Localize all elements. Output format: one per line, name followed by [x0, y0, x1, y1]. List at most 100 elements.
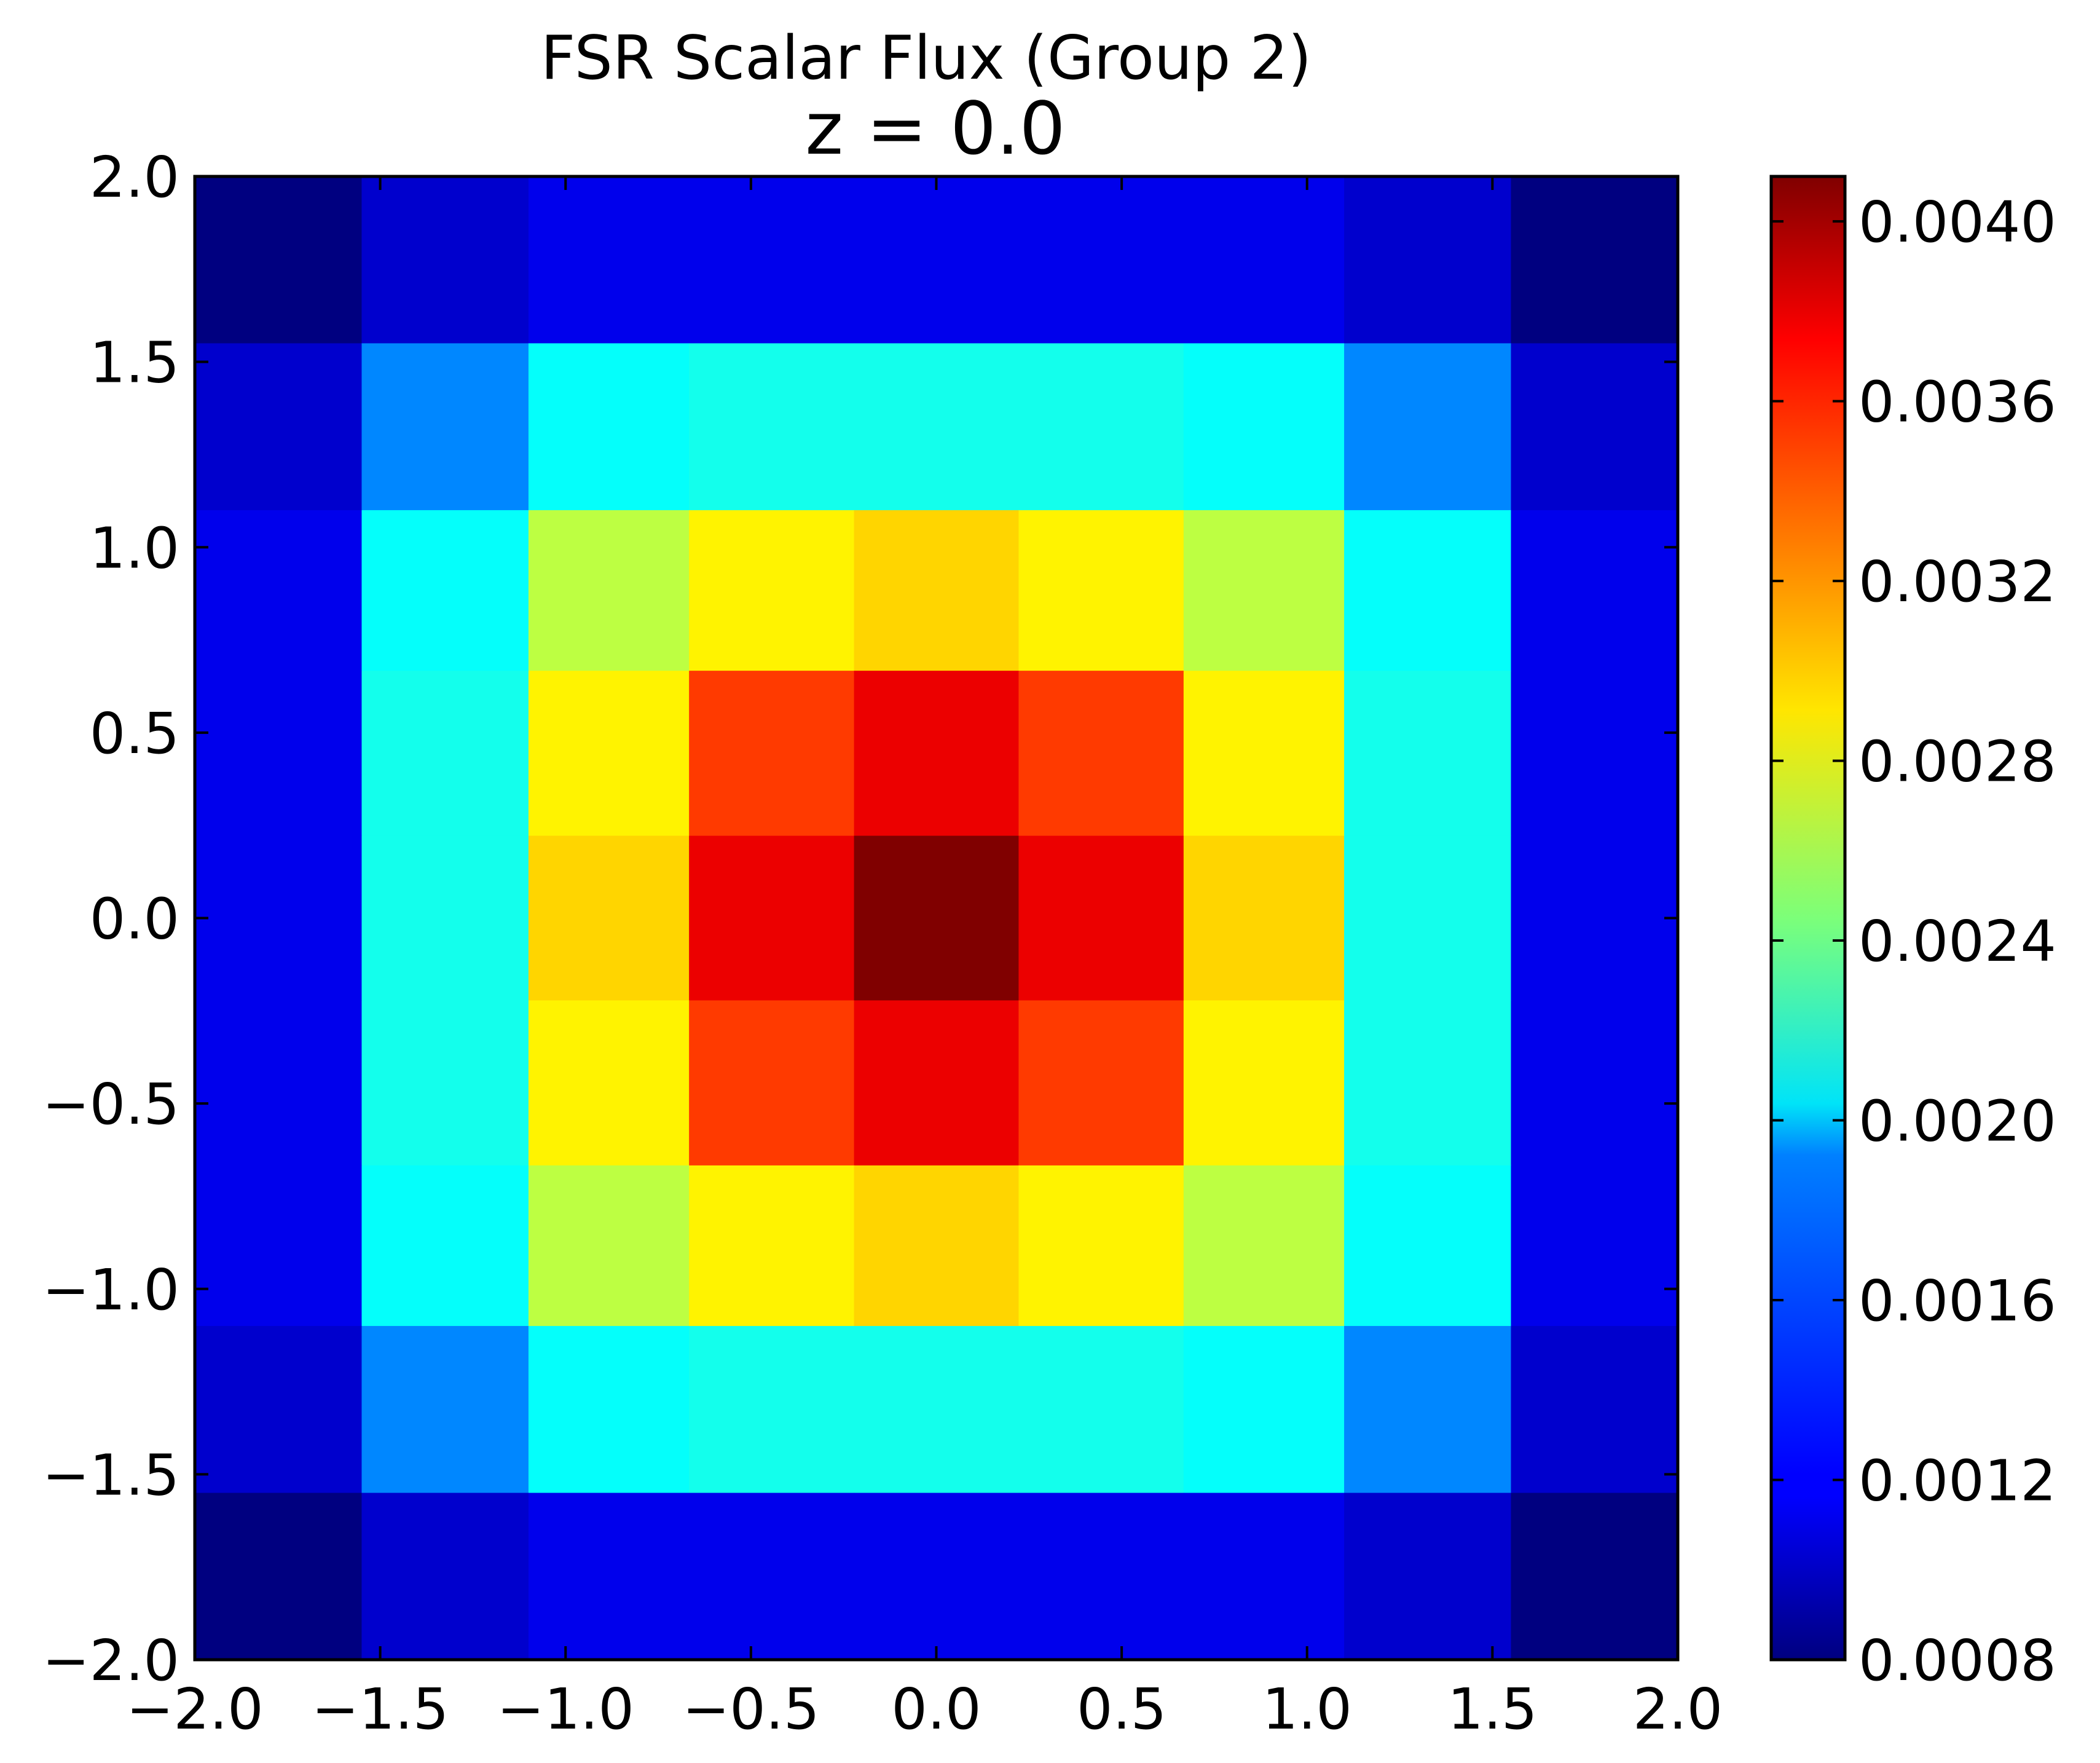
heatmap-cell [528, 671, 690, 837]
heatmap-cell [854, 1493, 1020, 1660]
heatmap-cell [1018, 1326, 1184, 1494]
heatmap-cell [854, 1165, 1020, 1327]
heatmap-cell [1183, 671, 1345, 837]
colorbar-tick-label: 0.0016 [1858, 1268, 2056, 1334]
heatmap-cell [1511, 510, 1678, 671]
heatmap-cell [1183, 835, 1345, 1001]
heatmap-cell [1183, 176, 1345, 344]
heatmap-cell [528, 1493, 690, 1660]
heatmap-cell [1183, 1165, 1345, 1327]
heatmap-cell [854, 1326, 1020, 1494]
heatmap-cell [854, 176, 1020, 344]
heatmap-cell [195, 176, 363, 344]
heatmap-cell [361, 343, 529, 511]
heatmap-cell [1183, 1493, 1345, 1660]
heatmap-cell [1018, 510, 1184, 671]
x-tick-label: −2.0 [126, 1676, 263, 1742]
heatmap-cell [689, 835, 855, 1001]
colorbar [1769, 175, 1847, 1662]
heatmap-cell [854, 343, 1020, 511]
x-tick-label: −0.5 [682, 1676, 819, 1742]
heatmap-cell [689, 1493, 855, 1660]
heatmap-cell [528, 176, 690, 344]
heatmap-cell [528, 1326, 690, 1494]
heatmap-cell [689, 510, 855, 671]
heatmap-cell [1183, 343, 1345, 511]
heatmap-cell [1344, 835, 1512, 1001]
heatmap-cell [195, 343, 363, 511]
heatmap-cell [1018, 1000, 1184, 1166]
chart-subtitle: z = 0.0 [805, 86, 1066, 171]
x-tick-label: −1.0 [497, 1676, 634, 1742]
heatmap-cell [1511, 343, 1678, 511]
heatmap-cell [689, 176, 855, 344]
heatmap-cell [689, 1326, 855, 1494]
heatmap-cell [1183, 1000, 1345, 1166]
heatmap-cell [689, 1000, 855, 1166]
x-tick-label: 1.0 [1262, 1676, 1352, 1742]
heatmap-cell [1511, 1165, 1678, 1327]
heatmap-cell [1344, 510, 1512, 671]
x-tick-label: 2.0 [1633, 1676, 1723, 1742]
heatmap-cell [1344, 1326, 1512, 1494]
heatmap-cell [195, 510, 363, 671]
heatmap-cell [1018, 1165, 1184, 1327]
heatmap-cell [1511, 176, 1678, 344]
colorbar-tick-label: 0.0028 [1858, 729, 2056, 795]
heatmap-cell [1183, 1326, 1345, 1494]
heatmap-cell [361, 176, 529, 344]
heatmap-cell [1183, 510, 1345, 671]
colorbar-tick-label: 0.0020 [1858, 1089, 2056, 1154]
colorbar-ticks: 0.0008 0.0012 0.0016 0.0020 0.0024 0.0028 0.00… [1771, 189, 2056, 1694]
heatmap-cell [1344, 1493, 1512, 1660]
heatmap-cell [1018, 343, 1184, 511]
heatmap-cell [528, 1000, 690, 1166]
y-tick-label: −1.0 [42, 1257, 179, 1323]
heatmap-cell [1511, 1326, 1678, 1494]
y-tick-label: 1.0 [90, 515, 179, 581]
x-tick-label: −1.5 [312, 1676, 449, 1742]
heatmap-cell [361, 671, 529, 837]
heatmap-cell [689, 1165, 855, 1327]
x-tick-label: 0.0 [891, 1676, 981, 1742]
y-tick-label: 1.5 [90, 330, 179, 396]
heatmap-cell [1511, 1493, 1678, 1660]
heatmap-cell [689, 343, 855, 511]
heatmap-cell [689, 671, 855, 837]
heatmap-cell [195, 1165, 363, 1327]
heatmap-cell [1344, 343, 1512, 511]
heatmap-cell [1018, 176, 1184, 344]
y-tick-label: 0.0 [90, 886, 179, 952]
x-axis: −2.0 −1.5 −1.0 −0.5 0.0 0.5 1.0 1.5 2.0 [126, 176, 1723, 1742]
heatmap-cell [528, 835, 690, 1001]
colorbar-tick-label: 0.0024 [1858, 909, 2056, 974]
heatmap-cell [854, 510, 1020, 671]
y-tick-label: 0.5 [90, 701, 179, 767]
x-tick-label: 1.5 [1447, 1676, 1537, 1742]
heatmap-cell [528, 510, 690, 671]
heatmap-cell [1344, 176, 1512, 344]
heatmap-cell [361, 1000, 529, 1166]
chart-title: FSR Scalar Flux (Group 2) [541, 23, 1312, 93]
y-tick-label: 2.0 [90, 144, 179, 210]
heatmap-cells [195, 176, 1678, 1660]
colorbar-tick-label: 0.0032 [1858, 549, 2056, 615]
heatmap-cell [854, 671, 1020, 837]
heatmap-cell [195, 1000, 363, 1166]
y-tick-label: −1.5 [42, 1442, 179, 1508]
heatmap-cell [361, 1493, 529, 1660]
colorbar-tick-label: 0.0012 [1858, 1448, 2056, 1514]
x-tick-label: 0.5 [1077, 1676, 1166, 1742]
heatmap-cell [195, 835, 363, 1001]
heatmap-cell [1511, 835, 1678, 1001]
heatmap-cell [1018, 835, 1184, 1001]
colorbar-tick-label: 0.0036 [1858, 369, 2056, 435]
colorbar-tick-label: 0.0008 [1858, 1628, 2056, 1694]
heatmap-cell [195, 1326, 363, 1494]
heatmap-cell [1344, 1000, 1512, 1166]
heatmap-cell [1511, 671, 1678, 837]
heatmap-cell [1344, 671, 1512, 837]
heatmap-cell [1344, 1165, 1512, 1327]
colorbar-tick-label: 0.0040 [1858, 189, 2056, 255]
heatmap-cell [528, 1165, 690, 1327]
